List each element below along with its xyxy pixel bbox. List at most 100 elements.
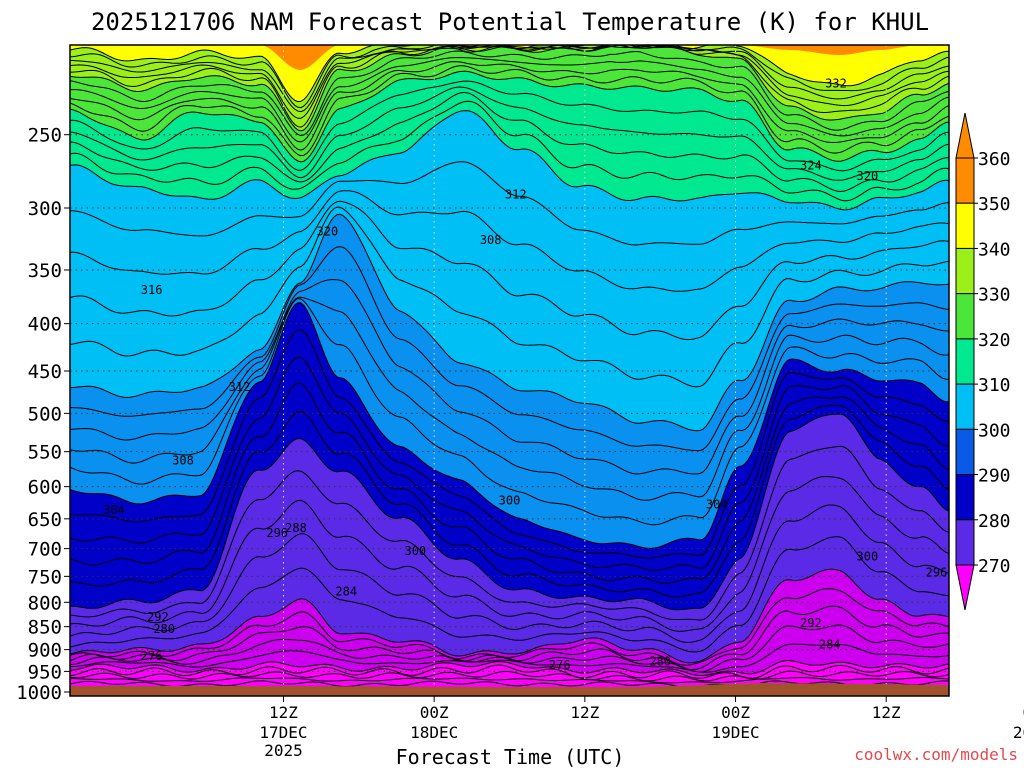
contour-label: 284: [819, 638, 841, 652]
contour-label: 332: [825, 76, 847, 90]
contour-line-4: [70, 659, 949, 676]
contour-label: 288: [970, 650, 992, 664]
x-axis-label: Forecast Time (UTC): [396, 745, 625, 768]
contour-line-25: [70, 206, 949, 388]
contour-line-24: [70, 213, 949, 432]
colorbar-segment: [955, 383, 975, 430]
chart-title: 2025121706 NAM Forecast Potential Temper…: [91, 8, 929, 36]
contour-label: 320: [317, 224, 339, 238]
contour-label: 300: [857, 550, 879, 564]
watermark: coolwx.com/models: [854, 745, 1018, 764]
colorbar-label: 330: [978, 285, 1011, 306]
colorbar-label: 320: [978, 330, 1011, 351]
contour-line-18: [70, 329, 949, 559]
contour-label: 296: [266, 526, 288, 540]
contour-line-21: [70, 296, 949, 501]
contour-line-37: [70, 56, 949, 143]
contour-line-29: [70, 110, 949, 211]
color-bands: [70, 45, 949, 696]
contour-label: 28: [967, 629, 981, 643]
colorbar-segment: [955, 293, 975, 340]
contour-line-17: [70, 356, 949, 571]
contour-label: 276: [549, 658, 571, 672]
contour-label: 280: [649, 655, 671, 669]
colorbar-segment: [955, 157, 975, 204]
x-tick-label: 00Z: [1022, 703, 1024, 722]
contour-line-7: [70, 605, 949, 671]
x-tick-label: 18DEC: [410, 723, 458, 742]
y-tick-label: 950: [28, 661, 62, 683]
contour-line-44: [70, 45, 949, 103]
contour-line-16: [70, 382, 949, 584]
colorbar-label: 350: [978, 194, 1011, 215]
y-tick-label: 1000: [16, 682, 62, 704]
x-tick-label: 19DEC: [711, 723, 759, 742]
x-tick-label: 12Z: [570, 703, 599, 722]
contour-line-38: [70, 50, 949, 137]
contour-label: 296: [926, 566, 948, 580]
contour-line-14: [70, 413, 949, 611]
contour-label: 280: [153, 622, 175, 636]
contour-label: 312: [505, 187, 527, 201]
contour-line-43: [70, 45, 949, 109]
contour-label: 304: [103, 503, 125, 517]
colorbar-label: 300: [978, 420, 1011, 441]
contour-line-8: [70, 588, 949, 666]
contour-line-33: [70, 80, 949, 172]
y-tick-label: 550: [28, 442, 62, 464]
contour-line-2: [70, 670, 949, 682]
contour-label: 300: [404, 544, 426, 558]
y-axis: 2503003504004505005506006507007508008509…: [16, 125, 70, 704]
y-tick-label: 650: [28, 509, 62, 531]
contour-line-20: [70, 297, 949, 526]
y-tick-label: 300: [28, 198, 62, 220]
y-tick-label: 450: [28, 361, 62, 383]
contour-line-6: [70, 624, 949, 673]
contour-label: 304: [706, 497, 728, 511]
plot-area: 3403323243203243123203083163163123123002…: [70, 45, 992, 696]
contour-label: 288: [285, 521, 307, 535]
contour-label: 312: [229, 380, 251, 394]
contour-line-1: [70, 677, 949, 684]
contour-line-40: [70, 45, 949, 128]
colorbar-segment: [955, 202, 975, 249]
colorbar-segment: [955, 428, 975, 476]
contour-line-30: [70, 100, 949, 202]
contour-line-23: [70, 246, 949, 452]
contour-line-15: [70, 404, 949, 598]
contour-label: 320: [857, 169, 879, 183]
colorbar-label: 310: [978, 375, 1011, 396]
x-tick-label: 2025: [264, 741, 303, 760]
contour-line-35: [70, 65, 949, 157]
x-tick-label: 12Z: [269, 703, 298, 722]
colorbar-segment: [955, 338, 975, 385]
y-tick-label: 850: [28, 617, 62, 639]
colorbar-label: 360: [978, 149, 1011, 170]
contour-line-26: [70, 200, 949, 341]
contour-line-27: [70, 190, 949, 292]
colorbar-label: 290: [978, 466, 1011, 487]
contour-line-22: [70, 279, 949, 475]
contour-label: 276: [141, 649, 163, 663]
x-tick-label: 17DEC: [259, 723, 307, 742]
contour-label: 300: [499, 493, 521, 507]
contour-line-32: [70, 86, 949, 181]
ground-surface: [70, 683, 949, 696]
contour-lines: [70, 45, 949, 688]
band-360-plus: [70, 45, 949, 70]
contour-label: 292: [147, 610, 169, 624]
x-axis: 12Z17DEC202500Z18DEC12Z00Z19DEC12Z00Z20D…: [259, 696, 1024, 760]
x-tick-label: 00Z: [721, 703, 750, 722]
contour-line-5: [70, 643, 949, 673]
gridlines: [70, 45, 949, 696]
contour-line-34: [70, 70, 949, 163]
contour-line-13: [70, 445, 949, 621]
contour-line-3: [70, 664, 949, 679]
colorbar-segment: [955, 474, 975, 521]
y-tick-label: 750: [28, 566, 62, 588]
contour-line-28: [70, 161, 949, 246]
contour-label: 308: [480, 233, 502, 247]
y-tick-label: 600: [28, 477, 62, 499]
contour-labels: 3403323243203243123203083163163123123002…: [103, 76, 992, 672]
